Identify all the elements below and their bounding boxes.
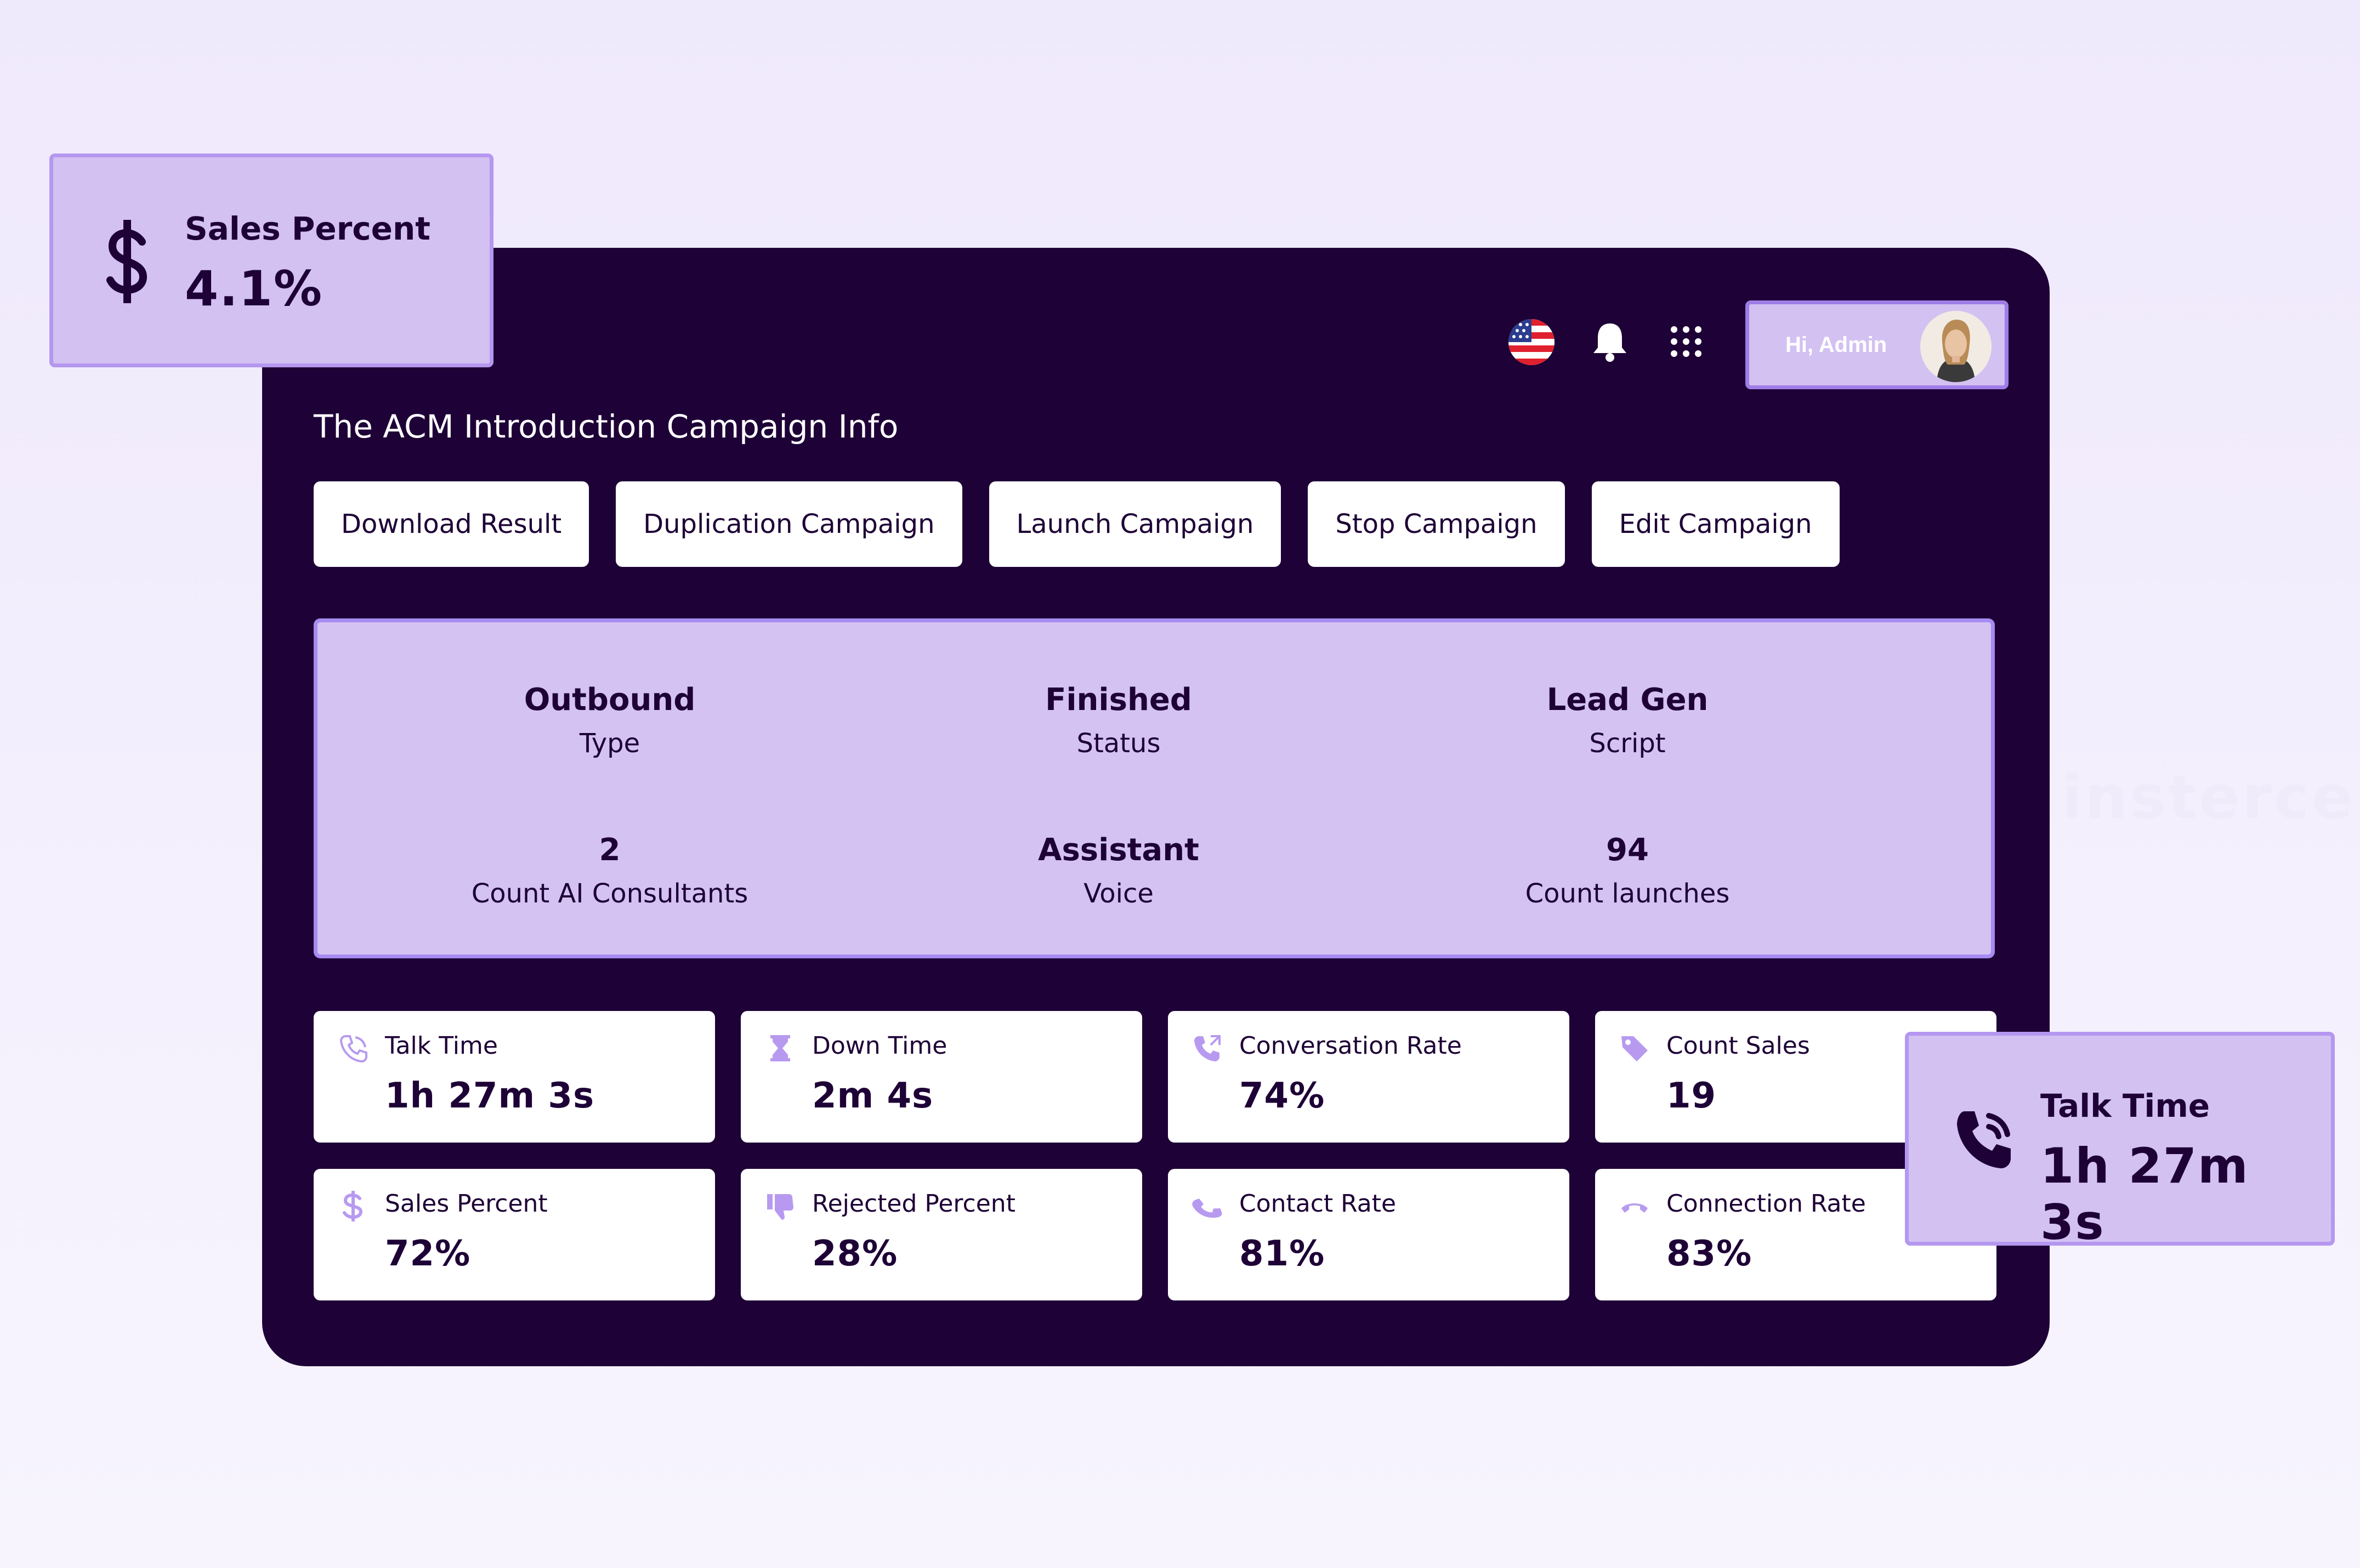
stat-label: Connection Rate bbox=[1666, 1190, 1866, 1218]
edit-campaign-button[interactable]: Edit Campaign bbox=[1591, 481, 1840, 567]
duplicate-campaign-button[interactable]: Duplication Campaign bbox=[616, 481, 962, 567]
stat-card-down-time: Down Time 2m 4s bbox=[741, 1011, 1142, 1143]
stat-label: Sales Percent bbox=[385, 1190, 548, 1218]
info-voice: Assistant Voice bbox=[899, 828, 1338, 915]
info-value: Lead Gen bbox=[1546, 682, 1709, 718]
info-count-launches: 94 Count launches bbox=[1408, 828, 1847, 915]
info-label: Type bbox=[579, 728, 640, 759]
hang-up-icon bbox=[1621, 1203, 1648, 1213]
bell-icon[interactable] bbox=[1589, 320, 1631, 364]
avatar bbox=[1920, 311, 1992, 382]
tag-icon bbox=[1621, 1036, 1648, 1061]
floating-sales-value: 4.1% bbox=[185, 260, 324, 317]
campaign-title: The ACM Introduction Campaign Info bbox=[314, 408, 899, 445]
stat-card-talk-time: Talk Time 1h 27m 3s bbox=[314, 1011, 715, 1143]
campaign-info-box: Outbound Type Finished Status Lead Gen S… bbox=[314, 618, 1995, 958]
thumbs-down-icon bbox=[767, 1194, 793, 1220]
stat-value: 83% bbox=[1666, 1234, 1752, 1274]
phone-forward-icon bbox=[1194, 1035, 1221, 1061]
info-label: Count launches bbox=[1525, 878, 1730, 909]
user-greeting: Hi, Admin bbox=[1785, 332, 1887, 357]
background-watermark: insterce bbox=[2062, 762, 2355, 832]
info-label: Script bbox=[1589, 728, 1666, 759]
stat-value: 72% bbox=[385, 1234, 471, 1274]
stat-card-conversation-rate: Conversation Rate 74% bbox=[1168, 1011, 1569, 1143]
launch-campaign-button[interactable]: Launch Campaign bbox=[989, 481, 1281, 567]
info-label: Voice bbox=[1083, 878, 1154, 909]
phone-icon bbox=[339, 1035, 367, 1063]
stat-value: 1h 27m 3s bbox=[385, 1076, 595, 1116]
phone-icon bbox=[1192, 1198, 1222, 1218]
us-flag-icon[interactable] bbox=[1508, 319, 1555, 365]
floating-talk-time-card: Talk Time 1h 27m 3s bbox=[1905, 1032, 2335, 1251]
info-label: Count AI Consultants bbox=[471, 878, 748, 909]
phone-call-icon bbox=[1957, 1111, 2011, 1168]
grid-icon[interactable] bbox=[1668, 323, 1704, 360]
stat-value: 19 bbox=[1666, 1076, 1717, 1116]
info-type: Outbound Type bbox=[390, 678, 829, 765]
floating-sales-percent-card: Sales Percent 4.1% bbox=[49, 154, 493, 367]
dollar-icon bbox=[106, 220, 148, 303]
stat-card-sales-percent: Sales Percent 72% bbox=[314, 1169, 715, 1300]
stat-value: 81% bbox=[1239, 1234, 1325, 1274]
stat-card-contact-rate: Contact Rate 81% bbox=[1168, 1169, 1569, 1300]
info-value: 2 bbox=[599, 832, 621, 868]
info-value: Outbound bbox=[524, 682, 696, 718]
info-count-ai-consultants: 2 Count AI Consultants bbox=[390, 828, 829, 915]
campaign-actions-toolbar: Download Result Duplication Campaign Lau… bbox=[314, 481, 1840, 567]
stat-label: Count Sales bbox=[1666, 1032, 1810, 1060]
user-menu-button[interactable]: Hi, Admin bbox=[1745, 300, 2009, 389]
stop-campaign-button[interactable]: Stop Campaign bbox=[1308, 481, 1565, 567]
campaign-dashboard-panel: Hi, Admin The ACM Introduction Campaign … bbox=[262, 248, 2050, 1366]
floating-talk-label: Talk Time bbox=[2040, 1087, 2210, 1124]
info-script: Lead Gen Script bbox=[1408, 678, 1847, 765]
info-label: Status bbox=[1076, 728, 1161, 759]
info-value: Assistant bbox=[1038, 832, 1199, 868]
stat-label: Conversation Rate bbox=[1239, 1032, 1462, 1060]
stat-label: Rejected Percent bbox=[812, 1190, 1016, 1218]
floating-sales-label: Sales Percent bbox=[185, 210, 431, 247]
stat-label: Down Time bbox=[812, 1032, 948, 1060]
stat-value: 2m 4s bbox=[812, 1076, 934, 1116]
dollar-icon bbox=[343, 1191, 363, 1222]
stat-card-rejected-percent: Rejected Percent 28% bbox=[741, 1169, 1142, 1300]
stat-value: 74% bbox=[1239, 1076, 1325, 1116]
info-status: Finished Status bbox=[899, 678, 1338, 765]
download-result-button[interactable]: Download Result bbox=[314, 481, 589, 567]
hourglass-icon bbox=[770, 1035, 790, 1061]
info-value: Finished bbox=[1045, 682, 1192, 718]
stat-value: 28% bbox=[812, 1234, 898, 1274]
info-value: 94 bbox=[1606, 832, 1649, 868]
stat-label: Contact Rate bbox=[1239, 1190, 1397, 1218]
floating-talk-value: 1h 27m 3s bbox=[2040, 1138, 2249, 1251]
stat-label: Talk Time bbox=[385, 1032, 498, 1060]
